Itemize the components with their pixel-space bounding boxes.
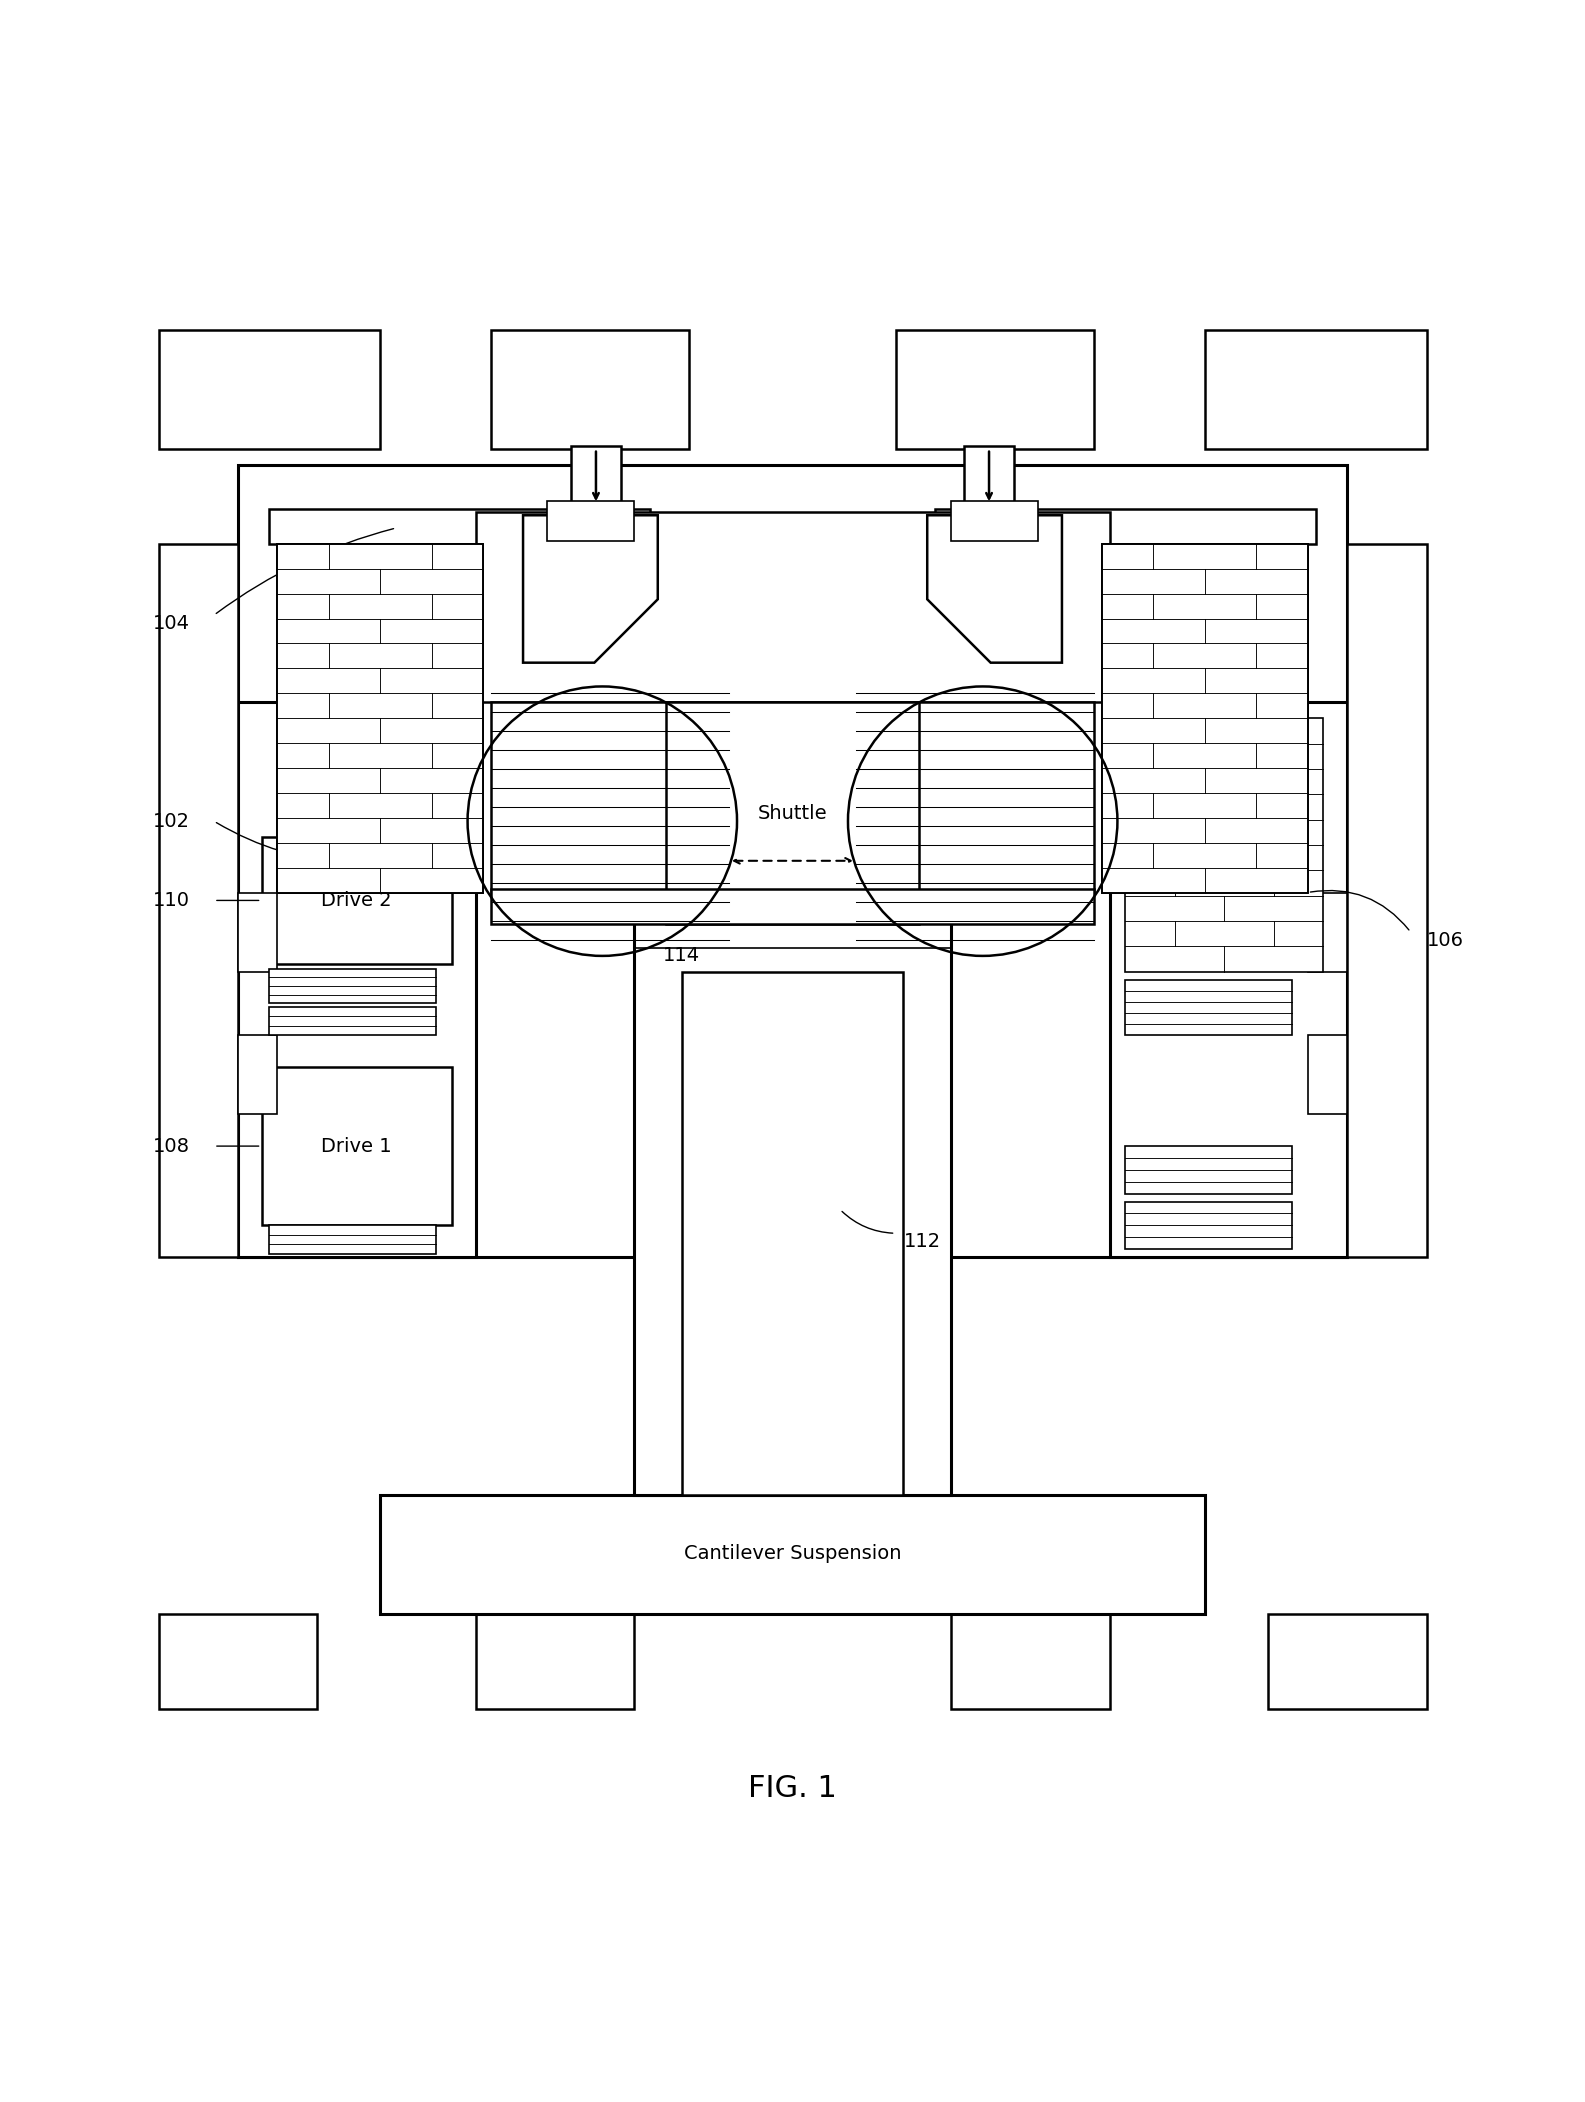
Bar: [277, 544, 483, 893]
Bar: [1268, 1614, 1426, 1709]
Bar: [158, 544, 238, 1257]
Text: FIG. 1: FIG. 1: [748, 1774, 837, 1804]
Bar: [951, 1614, 1110, 1709]
Polygon shape: [927, 515, 1062, 662]
Bar: [238, 465, 1347, 1257]
Bar: [1205, 330, 1426, 448]
Bar: [571, 446, 621, 509]
Bar: [380, 1495, 1205, 1614]
Text: 102: 102: [154, 811, 190, 830]
Bar: [634, 893, 951, 1495]
Bar: [238, 893, 277, 971]
Bar: [682, 971, 903, 1495]
Bar: [491, 330, 689, 448]
Bar: [476, 513, 1110, 702]
Bar: [1110, 702, 1347, 1257]
Bar: [896, 330, 1094, 448]
Bar: [476, 1614, 634, 1709]
Bar: [277, 544, 483, 893]
Bar: [1125, 1146, 1292, 1194]
Text: Drive 1: Drive 1: [322, 1137, 391, 1156]
Text: 114: 114: [663, 946, 701, 965]
Text: 108: 108: [154, 1137, 190, 1156]
Bar: [1125, 1202, 1292, 1249]
Text: 110: 110: [154, 891, 190, 910]
Bar: [964, 446, 1014, 509]
Text: 104: 104: [154, 614, 190, 633]
Bar: [1102, 544, 1308, 893]
Bar: [1102, 544, 1308, 893]
Text: Shuttle: Shuttle: [758, 803, 827, 822]
Bar: [277, 544, 483, 893]
Text: Cantilever Suspension: Cantilever Suspension: [683, 1545, 902, 1564]
Bar: [1102, 544, 1308, 893]
Bar: [158, 330, 380, 448]
Bar: [262, 1068, 452, 1225]
Bar: [1308, 1034, 1347, 1114]
Polygon shape: [523, 515, 658, 662]
Bar: [158, 1614, 317, 1709]
Bar: [238, 1034, 277, 1114]
Bar: [491, 702, 1094, 893]
Bar: [269, 1007, 436, 1034]
Bar: [491, 889, 1094, 925]
Text: 106: 106: [1426, 931, 1463, 950]
Bar: [1102, 544, 1308, 893]
Bar: [666, 702, 919, 925]
Bar: [238, 702, 476, 1257]
Text: 112: 112: [903, 1232, 940, 1251]
Bar: [1125, 980, 1292, 1034]
Bar: [935, 509, 1316, 544]
Bar: [269, 1225, 436, 1255]
Bar: [547, 500, 634, 540]
Bar: [1308, 893, 1347, 971]
Bar: [269, 969, 436, 1003]
Bar: [269, 509, 650, 544]
Bar: [277, 544, 483, 893]
Text: Drive 2: Drive 2: [322, 891, 391, 910]
Bar: [1125, 719, 1323, 971]
Bar: [262, 837, 452, 965]
Bar: [1347, 544, 1426, 1257]
Bar: [951, 500, 1038, 540]
